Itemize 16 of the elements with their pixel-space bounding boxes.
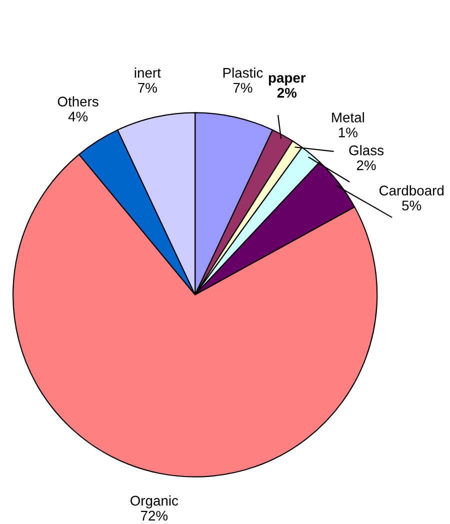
data-label: 7%	[138, 82, 157, 93]
slice-label: Others	[58, 96, 98, 107]
data-label: 4%	[68, 112, 88, 122]
data-label: 7%	[233, 82, 252, 93]
slice-label: Glass	[349, 145, 384, 156]
slice-label: Metal	[332, 112, 364, 122]
slice-label: inert	[134, 68, 161, 78]
data-label: 1%	[338, 128, 358, 138]
slice-label: Organic	[130, 495, 178, 508]
slice-label: Plastic	[223, 68, 263, 78]
data-label: 5%	[402, 200, 422, 210]
data-label: 2%	[356, 160, 376, 170]
data-label: 2%	[277, 88, 297, 98]
data-label: 72%	[140, 510, 168, 521]
slice-label: Cardboard	[379, 185, 444, 196]
slice-label: paper	[268, 75, 306, 86]
